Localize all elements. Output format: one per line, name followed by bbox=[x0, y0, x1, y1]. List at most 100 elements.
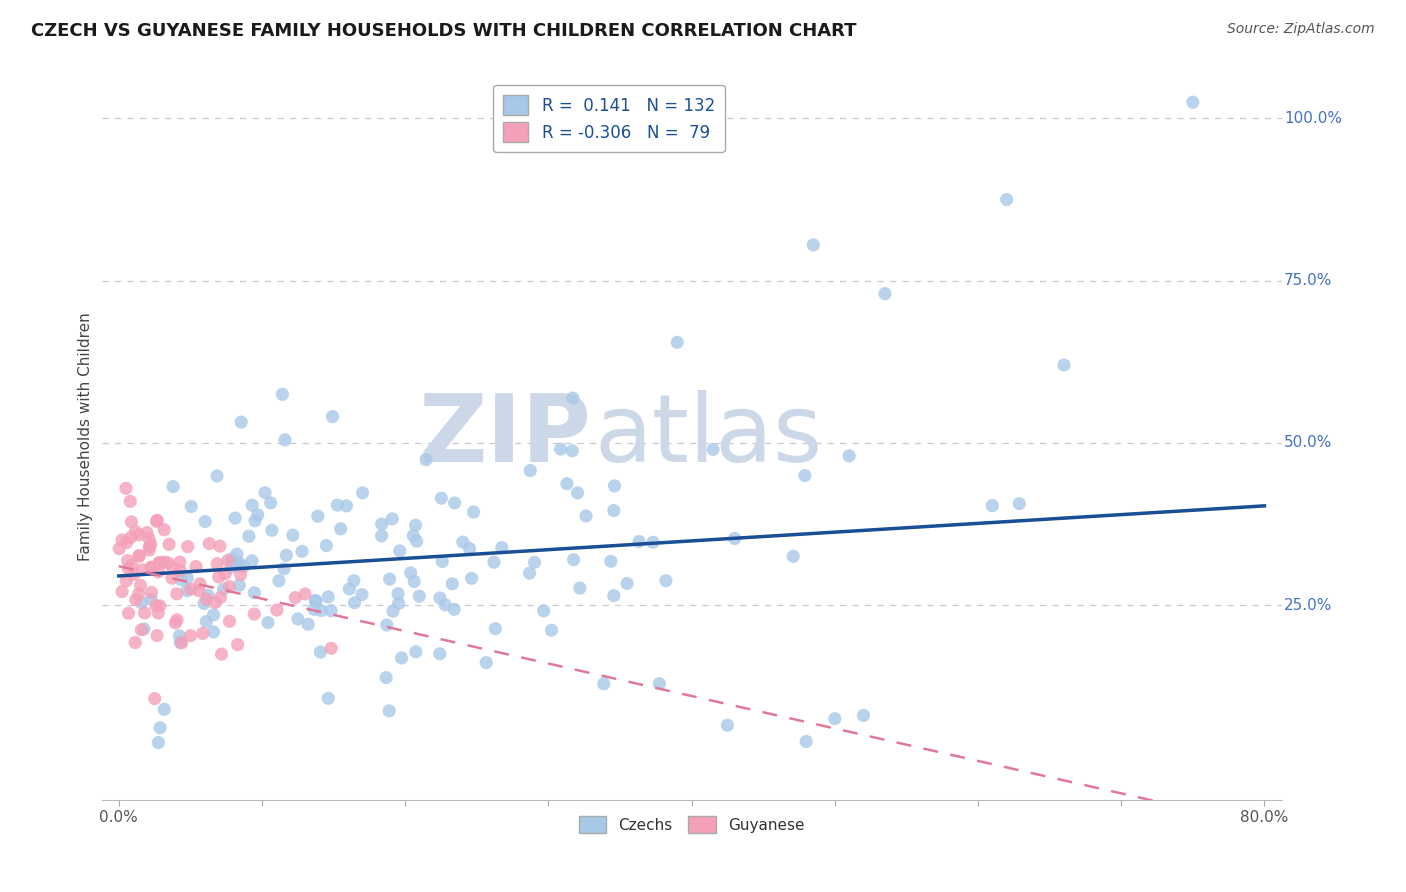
Point bbox=[561, 443, 583, 458]
Text: 25.0%: 25.0% bbox=[1284, 598, 1333, 613]
Point bbox=[562, 552, 585, 566]
Point bbox=[405, 518, 427, 533]
Point bbox=[852, 708, 875, 723]
Point bbox=[128, 528, 150, 542]
Point bbox=[533, 604, 555, 618]
Point bbox=[177, 540, 200, 554]
Point bbox=[194, 515, 217, 529]
Point bbox=[197, 588, 219, 602]
Point bbox=[463, 505, 485, 519]
Point bbox=[111, 533, 134, 547]
Point bbox=[134, 606, 156, 620]
Point bbox=[145, 515, 167, 529]
Point bbox=[519, 566, 541, 580]
Point bbox=[794, 734, 817, 748]
Point bbox=[321, 409, 343, 424]
Point bbox=[335, 499, 357, 513]
Point bbox=[205, 469, 228, 483]
Point bbox=[228, 578, 250, 592]
Point bbox=[793, 468, 815, 483]
Point bbox=[125, 592, 148, 607]
Point bbox=[294, 587, 316, 601]
Point bbox=[202, 624, 225, 639]
Point bbox=[153, 702, 176, 716]
Point bbox=[443, 496, 465, 510]
Point bbox=[375, 671, 398, 685]
Point bbox=[209, 591, 232, 605]
Point bbox=[429, 591, 451, 605]
Point bbox=[430, 491, 453, 506]
Point bbox=[131, 623, 153, 637]
Point bbox=[801, 238, 824, 252]
Point bbox=[381, 604, 404, 618]
Point bbox=[132, 622, 155, 636]
Point bbox=[443, 602, 465, 616]
Point bbox=[148, 735, 170, 749]
Point bbox=[204, 596, 226, 610]
Point bbox=[166, 587, 188, 601]
Point bbox=[429, 647, 451, 661]
Point bbox=[575, 508, 598, 523]
Point bbox=[149, 599, 172, 613]
Point bbox=[302, 602, 325, 616]
Point bbox=[307, 509, 329, 524]
Point bbox=[149, 555, 172, 569]
Point bbox=[391, 651, 413, 665]
Point bbox=[276, 548, 298, 562]
Text: 100.0%: 100.0% bbox=[1284, 111, 1341, 126]
Point bbox=[641, 535, 664, 549]
Point bbox=[995, 193, 1018, 207]
Point bbox=[115, 481, 138, 495]
Point bbox=[218, 615, 240, 629]
Point bbox=[873, 286, 896, 301]
Text: Source: ZipAtlas.com: Source: ZipAtlas.com bbox=[1227, 22, 1375, 37]
Point bbox=[343, 596, 366, 610]
Point bbox=[169, 629, 191, 643]
Point bbox=[131, 563, 153, 577]
Point bbox=[475, 656, 498, 670]
Point bbox=[523, 555, 546, 569]
Point bbox=[603, 503, 626, 517]
Point bbox=[284, 591, 307, 605]
Point bbox=[405, 534, 427, 549]
Point bbox=[1053, 358, 1076, 372]
Point bbox=[592, 677, 614, 691]
Point bbox=[981, 499, 1004, 513]
Point bbox=[329, 522, 352, 536]
Point bbox=[180, 500, 202, 514]
Point bbox=[603, 589, 626, 603]
Point bbox=[211, 647, 233, 661]
Point bbox=[723, 532, 745, 546]
Point bbox=[326, 498, 349, 512]
Point bbox=[297, 617, 319, 632]
Point bbox=[148, 606, 170, 620]
Point bbox=[176, 571, 198, 585]
Point bbox=[460, 571, 482, 585]
Point bbox=[616, 576, 638, 591]
Point bbox=[188, 576, 211, 591]
Point bbox=[139, 560, 162, 574]
Point bbox=[238, 529, 260, 543]
Text: CZECH VS GUYANESE FAMILY HOUSEHOLDS WITH CHILDREN CORRELATION CHART: CZECH VS GUYANESE FAMILY HOUSEHOLDS WITH… bbox=[31, 22, 856, 40]
Point bbox=[648, 676, 671, 690]
Point bbox=[146, 513, 169, 527]
Point bbox=[225, 558, 247, 573]
Point bbox=[337, 582, 360, 596]
Point bbox=[117, 553, 139, 567]
Point bbox=[129, 578, 152, 592]
Text: ZIP: ZIP bbox=[419, 391, 592, 483]
Point bbox=[224, 511, 246, 525]
Point bbox=[838, 449, 860, 463]
Point bbox=[451, 535, 474, 549]
Point bbox=[176, 583, 198, 598]
Point bbox=[180, 629, 202, 643]
Point bbox=[170, 573, 193, 587]
Point bbox=[315, 539, 337, 553]
Point bbox=[350, 588, 373, 602]
Point bbox=[141, 585, 163, 599]
Point bbox=[702, 442, 724, 457]
Point bbox=[120, 515, 142, 529]
Point bbox=[115, 535, 138, 549]
Point bbox=[1181, 95, 1204, 110]
Point bbox=[228, 556, 250, 570]
